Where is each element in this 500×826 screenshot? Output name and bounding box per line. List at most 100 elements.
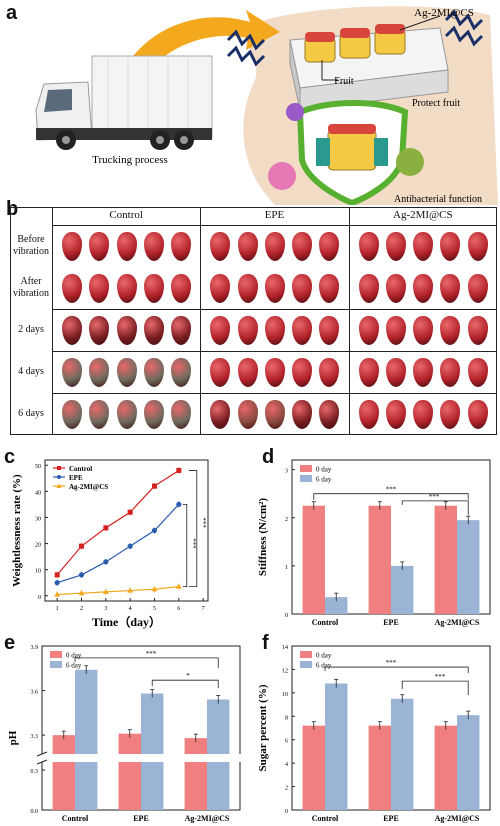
- chart-f-sugar: 0 2 4 6 8 10 12 14 Control EPE Ag-2MI@CS 0 day 6 day…: [257, 645, 491, 823]
- row-label-line: 2 days: [18, 324, 44, 335]
- y-tick-label: 10: [282, 692, 288, 698]
- strawberry-photo: [292, 273, 313, 303]
- strawberry-photo: [89, 399, 110, 429]
- row-label-line: vibration: [12, 288, 50, 299]
- x-tick-label: 2: [80, 606, 83, 612]
- strawberry-photo: [116, 315, 137, 345]
- bar-0 day: [52, 735, 75, 810]
- column-header: EPE: [264, 209, 285, 221]
- strawberry-photo: [116, 357, 137, 387]
- strawberry-photo: [440, 357, 461, 387]
- chart-d-stiffness: 0 1 2 3 Control EPE Ag-2MI@CS 0 day 6 day *** *** S…: [257, 459, 491, 627]
- row-label: 2 days: [10, 324, 52, 336]
- significance-label: ***: [146, 650, 157, 658]
- strawberry-photo: [89, 231, 110, 261]
- strawberry-photo: [292, 315, 313, 345]
- category-label: Ag-2MI@CS: [435, 814, 480, 823]
- strawberry-photo: [264, 231, 285, 261]
- bar-6 day: [325, 597, 348, 614]
- strawberry-photo: [116, 399, 137, 429]
- strawberry-photo: [237, 273, 258, 303]
- bar-6 day: [325, 683, 348, 810]
- y-tick-label: 10: [35, 569, 41, 575]
- panel-b-photo-grid: Control EPE Ag-2MI@CS Before vibration After v…: [10, 207, 497, 435]
- grid-outline: [10, 207, 497, 435]
- strawberry-photo: [385, 399, 406, 429]
- header-divider: [52, 225, 497, 226]
- fruit-pieces: [304, 24, 406, 63]
- y-tick-label: 3.6: [31, 690, 39, 696]
- category-label: EPE: [383, 814, 399, 823]
- strawberry-photo: [467, 357, 488, 387]
- strawberry-photo: [237, 315, 258, 345]
- label-divider: [52, 207, 53, 435]
- row-label: 4 days: [10, 366, 52, 378]
- y-axis-label: pH: [7, 730, 19, 745]
- row-label: Before vibration: [10, 234, 52, 258]
- row-divider: [52, 393, 497, 394]
- y-tick-label: 2: [285, 517, 288, 523]
- strawberry-photo: [62, 357, 82, 387]
- vibration-zigzag-left: [226, 29, 266, 51]
- x-tick-label: 1: [56, 606, 59, 612]
- vibration-zigzag-left-2: [226, 45, 266, 67]
- y-tick-label: 2: [285, 786, 288, 792]
- y-tick-label: 3.3: [31, 734, 39, 740]
- truck-caption: Trucking process: [92, 154, 168, 166]
- row-label-line: vibration: [12, 246, 50, 257]
- strawberry-photo: [143, 357, 164, 387]
- panel-label-f: f: [262, 632, 269, 654]
- strawberry-photo: [413, 231, 434, 261]
- legend-swatch: [300, 651, 312, 658]
- legend-label: Control: [69, 465, 92, 473]
- strawberry-photo: [385, 273, 406, 303]
- significance-bracket: [324, 666, 469, 674]
- axis-break-mark: [36, 759, 48, 765]
- y-tick-label: 3.9: [31, 645, 39, 651]
- strawberry-photo: [413, 357, 434, 387]
- bar-6 day: [457, 715, 480, 810]
- significance-bracket: [401, 500, 469, 515]
- strawberry-photo: [358, 399, 379, 429]
- bar-6 day: [457, 520, 480, 614]
- legend-marker: [57, 466, 61, 470]
- strawberry-photo: [319, 357, 340, 387]
- strawberry-photo: [210, 231, 231, 261]
- strawberry-photo: [319, 231, 340, 261]
- strawberry-photo: [237, 399, 258, 429]
- strawberry-photo: [413, 399, 434, 429]
- material-label: Ag-2MI@CS: [414, 7, 474, 19]
- plot-frame: [44, 459, 209, 602]
- bar-6 day: [391, 565, 414, 614]
- strawberry-photo: [210, 315, 231, 345]
- column-header: Ag-2MI@CS: [393, 209, 453, 221]
- strawberry-photo: [89, 357, 110, 387]
- row-label-line: After: [20, 276, 42, 287]
- significance-label: ***: [189, 538, 197, 549]
- strawberry-photo: [358, 231, 379, 261]
- strawberry-photo: [292, 357, 313, 387]
- y-axis-label: Stiffness (N/cm²): [257, 498, 269, 576]
- strawberry-photo: [237, 231, 258, 261]
- category-label: Ag-2MI@CS: [185, 814, 230, 823]
- bar-0 day: [118, 733, 141, 810]
- category-label: Control: [312, 814, 339, 823]
- strawberry-photo: [440, 315, 461, 345]
- significance-label: ***: [386, 486, 397, 494]
- strawberry-photo: [467, 315, 488, 345]
- row-divider: [52, 351, 497, 352]
- row-label-line: 4 days: [18, 366, 44, 377]
- strawberry-photo: [358, 273, 379, 303]
- strawberry-photo: [171, 273, 192, 303]
- y-tick-label: 1: [285, 565, 288, 571]
- significance-label: ***: [435, 673, 446, 681]
- strawberry-photo: [385, 357, 406, 387]
- bar-0 day: [184, 738, 207, 810]
- legend-label: EPE: [69, 474, 83, 482]
- legend-marker: [57, 475, 61, 479]
- category-label: EPE: [133, 814, 149, 823]
- legend-swatch: [300, 465, 312, 472]
- significance-label: ***: [386, 659, 397, 667]
- strawberry-photo: [89, 315, 110, 345]
